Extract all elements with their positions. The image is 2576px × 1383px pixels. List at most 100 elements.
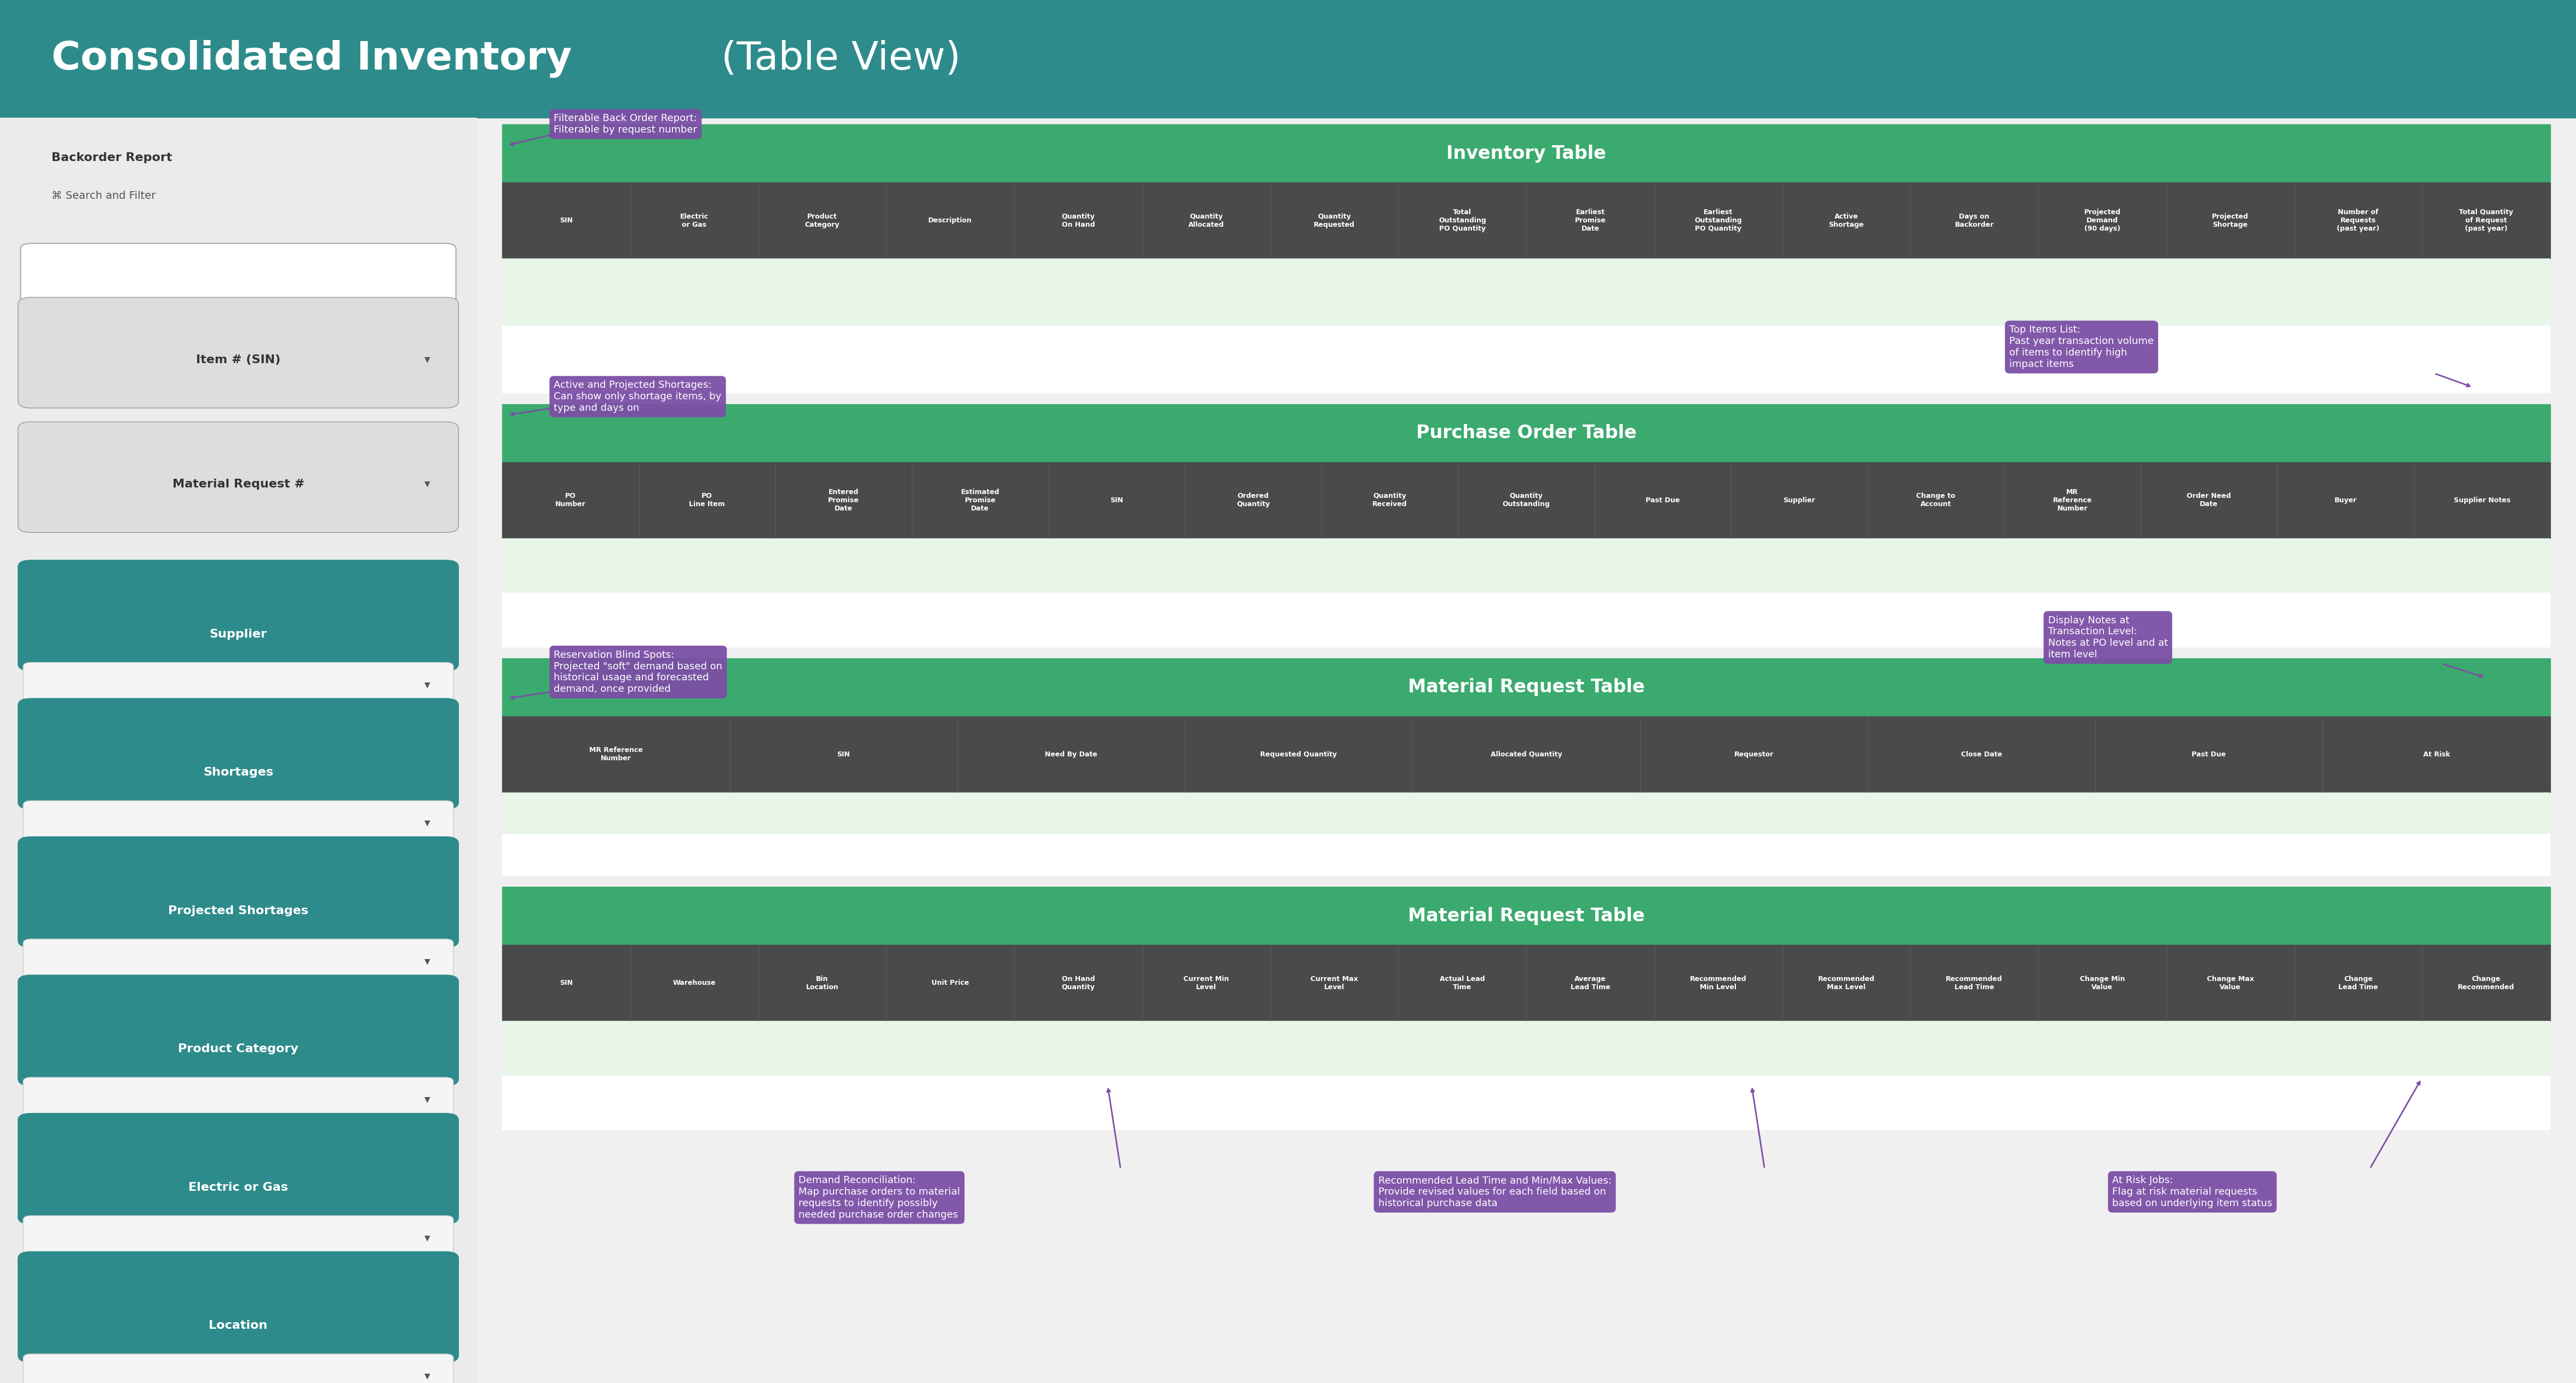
Text: SIN: SIN	[559, 217, 572, 224]
Text: Past Due: Past Due	[1646, 496, 1680, 503]
Text: Purchase Order Table: Purchase Order Table	[1417, 425, 1636, 443]
Text: Current Min
Level: Current Min Level	[1182, 975, 1229, 990]
Text: Quantity
Allocated: Quantity Allocated	[1188, 213, 1224, 228]
Text: Quantity
Outstanding: Quantity Outstanding	[1502, 492, 1551, 508]
Text: Total Quantity
of Request
(past year): Total Quantity of Request (past year)	[2460, 209, 2514, 232]
Text: Quantity
On Hand: Quantity On Hand	[1061, 213, 1095, 228]
Text: Electric or Gas: Electric or Gas	[188, 1182, 289, 1192]
FancyBboxPatch shape	[23, 1354, 453, 1383]
Text: Estimated
Promise
Date: Estimated Promise Date	[961, 488, 999, 512]
Text: Supplier: Supplier	[209, 629, 268, 639]
Text: (Table View): (Table View)	[708, 40, 961, 77]
Text: Ordered
Quantity: Ordered Quantity	[1236, 492, 1270, 508]
FancyBboxPatch shape	[18, 837, 459, 947]
Text: Current Max
Level: Current Max Level	[1311, 975, 1358, 990]
FancyBboxPatch shape	[23, 1216, 453, 1260]
Text: Backorder Report: Backorder Report	[52, 152, 173, 163]
FancyBboxPatch shape	[18, 1252, 459, 1362]
FancyBboxPatch shape	[18, 560, 459, 671]
Bar	[0, 118, 477, 1383]
Text: Recommended
Min Level: Recommended Min Level	[1690, 975, 1747, 990]
Text: Allocated Quantity: Allocated Quantity	[1492, 751, 1561, 758]
Text: At Risk: At Risk	[2424, 751, 2450, 758]
FancyBboxPatch shape	[18, 698, 459, 809]
Text: Actual Lead
Time: Actual Lead Time	[1440, 975, 1484, 990]
Text: MR Reference
Number: MR Reference Number	[590, 747, 644, 762]
Bar	[502, 404, 2550, 462]
Text: Recommended
Max Level: Recommended Max Level	[1819, 975, 1875, 990]
Text: On Hand
Quantity: On Hand Quantity	[1061, 975, 1095, 990]
Text: Projected
Shortage: Projected Shortage	[2213, 213, 2249, 228]
Bar	[502, 1021, 2550, 1076]
Bar	[502, 1076, 2550, 1130]
Text: SIN: SIN	[1110, 496, 1123, 503]
Text: Average
Lead Time: Average Lead Time	[1571, 975, 1610, 990]
Text: Total
Outstanding
PO Quantity: Total Outstanding PO Quantity	[1437, 209, 1486, 232]
Text: SIN: SIN	[837, 751, 850, 758]
Text: Reservation Blind Spots:
Projected "soft" demand based on
historical usage and f: Reservation Blind Spots: Projected "soft…	[554, 650, 721, 694]
Text: ▼: ▼	[425, 819, 430, 827]
Text: Quantity
Received: Quantity Received	[1373, 492, 1406, 508]
FancyBboxPatch shape	[18, 1113, 459, 1224]
Text: Bin
Location: Bin Location	[806, 975, 840, 990]
Bar	[502, 945, 2550, 1021]
Text: ▼: ▼	[425, 355, 430, 364]
Bar	[502, 716, 2550, 792]
Text: Order Need
Date: Order Need Date	[2187, 492, 2231, 508]
Text: Material Request Table: Material Request Table	[1409, 907, 1643, 925]
Text: ▼: ▼	[425, 957, 430, 965]
Text: Entered
Promise
Date: Entered Promise Date	[827, 488, 860, 512]
Text: Electric
or Gas: Electric or Gas	[680, 213, 708, 228]
FancyBboxPatch shape	[23, 662, 453, 707]
Text: Days on
Backorder: Days on Backorder	[1955, 213, 1994, 228]
Text: PO
Number: PO Number	[556, 492, 585, 508]
Text: Change Max
Value: Change Max Value	[2208, 975, 2254, 990]
Text: Change Min
Value: Change Min Value	[2079, 975, 2125, 990]
Text: Supplier: Supplier	[1783, 496, 1816, 503]
Text: Change to
Account: Change to Account	[1917, 492, 1955, 508]
Bar	[502, 124, 2550, 183]
Text: ▼: ▼	[425, 480, 430, 488]
Bar	[502, 834, 2550, 875]
Bar	[0, 0, 2576, 118]
Text: ▼: ▼	[425, 1095, 430, 1104]
Text: Buyer: Buyer	[2334, 496, 2357, 503]
FancyBboxPatch shape	[18, 975, 459, 1086]
Text: Recommended Lead Time and Min/Max Values:
Provide revised values for each field : Recommended Lead Time and Min/Max Values…	[1378, 1176, 1613, 1209]
Text: Requestor: Requestor	[1734, 751, 1775, 758]
Text: Projected Shortages: Projected Shortages	[167, 906, 309, 916]
Bar	[502, 792, 2550, 834]
Text: Projected
Demand
(90 days): Projected Demand (90 days)	[2084, 209, 2120, 232]
Bar	[502, 538, 2550, 593]
Text: Past Due: Past Due	[2192, 751, 2226, 758]
Text: ▼: ▼	[425, 1234, 430, 1242]
Text: Demand Reconciliation:
Map purchase orders to material
requests to identify poss: Demand Reconciliation: Map purchase orde…	[799, 1176, 961, 1220]
Text: Top Items List:
Past year transaction volume
of items to identify high
impact it: Top Items List: Past year transaction vo…	[2009, 325, 2154, 369]
Text: Location: Location	[209, 1321, 268, 1330]
FancyBboxPatch shape	[23, 801, 453, 845]
Text: Material Request #: Material Request #	[173, 479, 304, 490]
Text: Earliest
Outstanding
PO Quantity: Earliest Outstanding PO Quantity	[1695, 209, 1741, 232]
Text: Description: Description	[927, 217, 971, 224]
Bar	[502, 462, 2550, 538]
Text: Close Date: Close Date	[1960, 751, 2002, 758]
Bar	[502, 259, 2550, 326]
Text: Unit Price: Unit Price	[933, 979, 969, 986]
FancyBboxPatch shape	[18, 422, 459, 532]
Bar	[502, 183, 2550, 259]
Text: Material Request Table: Material Request Table	[1409, 678, 1643, 697]
Text: Number of
Requests
(past year): Number of Requests (past year)	[2336, 209, 2380, 232]
Text: Change
Lead Time: Change Lead Time	[2339, 975, 2378, 990]
Bar	[502, 658, 2550, 716]
Text: Earliest
Promise
Date: Earliest Promise Date	[1574, 209, 1605, 232]
Text: ▼: ▼	[425, 680, 430, 689]
Text: PO
Line Item: PO Line Item	[690, 492, 724, 508]
Text: SIN: SIN	[559, 979, 572, 986]
Text: Filterable Back Order Report:
Filterable by request number: Filterable Back Order Report: Filterable…	[554, 113, 698, 134]
Text: Display Notes at
Transaction Level:
Notes at PO level and at
item level: Display Notes at Transaction Level: Note…	[2048, 615, 2169, 660]
Text: Supplier Notes: Supplier Notes	[2452, 496, 2512, 503]
Text: Active
Shortage: Active Shortage	[1829, 213, 1865, 228]
Bar	[502, 326, 2550, 393]
Text: Inventory Table: Inventory Table	[1445, 144, 1607, 163]
Text: Active and Projected Shortages:
Can show only shortage items, by
type and days o: Active and Projected Shortages: Can show…	[554, 380, 721, 414]
